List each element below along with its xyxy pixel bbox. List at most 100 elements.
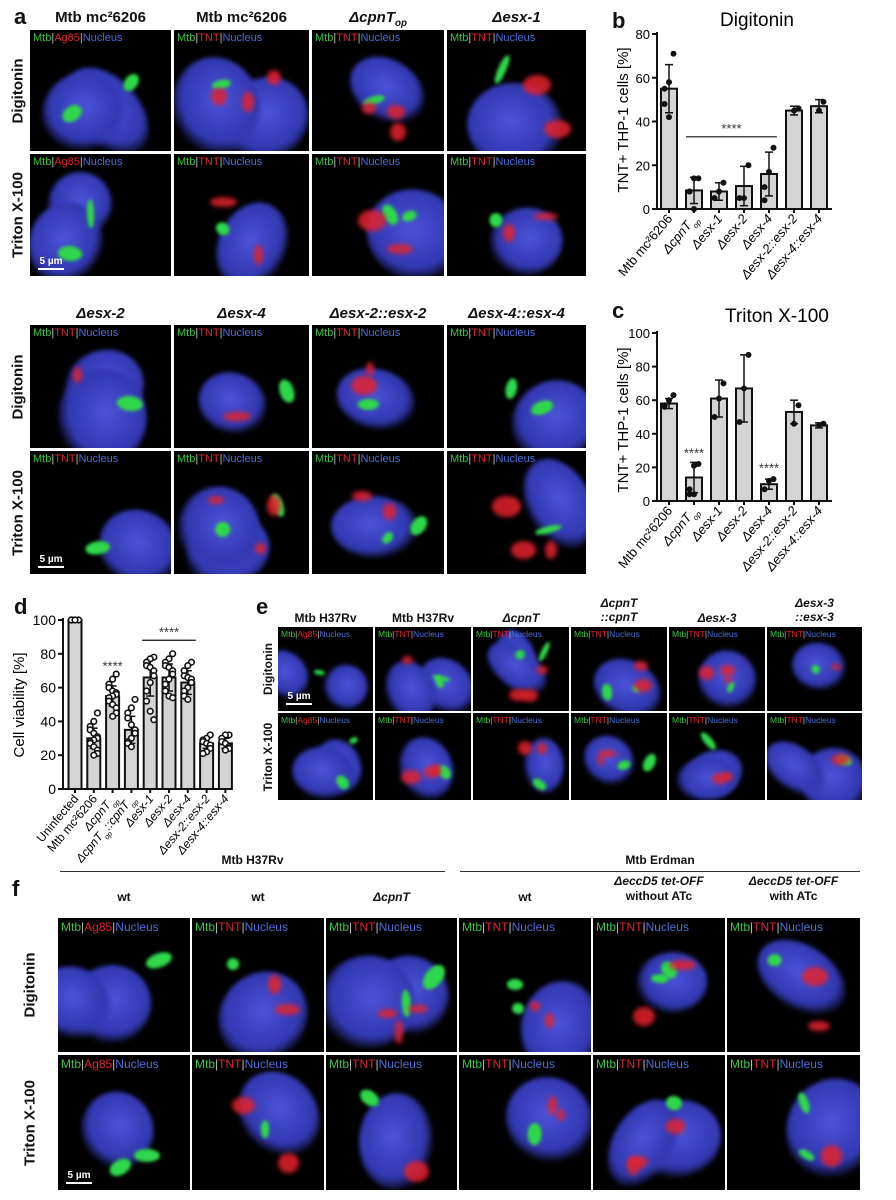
panel-a-column-title: Δesx-2::esx-2 bbox=[312, 306, 444, 321]
data-point bbox=[221, 731, 229, 739]
bar bbox=[785, 109, 803, 210]
y-tick-label: 60 bbox=[40, 680, 56, 696]
tnt-red-signal bbox=[548, 1096, 558, 1116]
label-part: Uninfected bbox=[34, 792, 82, 845]
data-point bbox=[695, 461, 702, 468]
data-point bbox=[71, 616, 79, 624]
data-point bbox=[820, 420, 827, 427]
channel-mtb: Mtb bbox=[476, 629, 491, 639]
panel-f-image-triton-5: Mtb|TNT|Nucleus bbox=[593, 1055, 725, 1190]
channel-legend: Mtb|TNT|Nucleus bbox=[315, 327, 400, 339]
data-point bbox=[131, 729, 139, 737]
data-point bbox=[108, 712, 117, 720]
data-point bbox=[86, 739, 94, 747]
channel-mtb: Mtb bbox=[177, 32, 196, 44]
channel-nucleus: Nucleus bbox=[222, 32, 263, 44]
channel-mtb: Mtb bbox=[476, 715, 491, 725]
bar bbox=[735, 387, 753, 502]
channel-tnt: TNT bbox=[198, 327, 220, 339]
channel-tnt: TNT bbox=[492, 715, 509, 725]
channel-separator: | bbox=[195, 453, 199, 465]
data-point bbox=[199, 749, 207, 758]
channel-legend: Mtb|TNT|Nucleus bbox=[450, 453, 535, 465]
data-point bbox=[150, 667, 158, 675]
title-part: Mtb mc²6206 bbox=[196, 9, 287, 26]
data-point bbox=[199, 738, 207, 746]
channel-tnt: TNT bbox=[471, 453, 493, 465]
channel-tnt: TNT bbox=[471, 156, 493, 168]
x-tick-label: Δesx-1 bbox=[687, 211, 725, 252]
channel-separator: | bbox=[333, 156, 337, 168]
channel-separator: | bbox=[492, 453, 496, 465]
bar bbox=[810, 105, 828, 210]
chart-title: Digitonin bbox=[720, 10, 794, 31]
bar bbox=[67, 619, 83, 790]
channel-nucleus: Nucleus bbox=[779, 920, 823, 934]
panel-f-column-title: wt bbox=[459, 890, 591, 905]
title-line-1: Δesx-3 bbox=[795, 596, 834, 610]
panel-a-bottom-image-digitonin-1: Mtb|TNT|Nucleus bbox=[30, 325, 171, 448]
title-line-1: ΔeccD5 tet-OFF bbox=[748, 874, 839, 888]
channel-legend: Mtb|TNT|Nucleus bbox=[378, 629, 444, 639]
panel-e-image-digitonin-1: Mtb|Ag85|Nucleus 5 µm bbox=[278, 627, 373, 711]
x-tick-label: Δesx-4::esx-4 bbox=[762, 211, 825, 282]
channel-separator: | bbox=[219, 32, 223, 44]
channel-separator: | bbox=[75, 453, 79, 465]
bar bbox=[685, 476, 703, 503]
data-point bbox=[127, 704, 135, 712]
channel-tnt: TNT bbox=[218, 1057, 242, 1071]
title-part: Mtb mc²6206 bbox=[55, 9, 146, 26]
data-point bbox=[666, 114, 672, 121]
data-point bbox=[691, 175, 697, 182]
channel-nucleus: Nucleus bbox=[645, 920, 689, 934]
channel-nucleus: Nucleus bbox=[511, 1057, 555, 1071]
tnt-red-signal bbox=[529, 1000, 541, 1011]
panel-e-row-label-triton: Triton X-100 bbox=[261, 722, 275, 791]
mtb-green-signal bbox=[504, 377, 520, 401]
channel-legend: Mtb|Ag85|Nucleus bbox=[61, 920, 159, 934]
channel-separator: | bbox=[215, 1057, 219, 1071]
channel-nucleus: Nucleus bbox=[511, 715, 542, 725]
bar bbox=[710, 190, 728, 210]
nucleus-blob bbox=[574, 726, 645, 796]
tnt-red-signal bbox=[209, 197, 237, 207]
channel-legend: Mtb|TNT|Nucleus bbox=[315, 453, 400, 465]
channel-separator: | bbox=[79, 156, 83, 168]
label-part: Δesx-2 bbox=[712, 503, 751, 545]
data-point bbox=[820, 98, 827, 105]
channel-separator: | bbox=[686, 629, 689, 639]
data-point bbox=[169, 667, 177, 675]
channel-legend: Mtb|TNT|Nucleus bbox=[672, 629, 738, 639]
x-tick-label: Mtb mc²6206 bbox=[615, 503, 675, 571]
channel-separator: | bbox=[686, 715, 689, 725]
tnt-red-signal bbox=[600, 749, 616, 758]
panel-a-bottom-row-label-triton: Triton X-100 bbox=[9, 469, 27, 556]
channel-tnt: TNT bbox=[336, 156, 358, 168]
data-point bbox=[108, 687, 117, 695]
panel-e-column-title: Δesx-3 bbox=[669, 611, 765, 625]
tnt-red-signal bbox=[830, 663, 841, 670]
x-tick-label: Δesx-2::esx-2 bbox=[737, 211, 801, 283]
title-line-1: Mtb H37Rv bbox=[294, 611, 357, 625]
tnt-red-signal bbox=[534, 212, 559, 221]
channel-tnt: TNT bbox=[198, 156, 220, 168]
y-axis-label: Cell viability [%] bbox=[11, 652, 28, 757]
panel-a-bottom-image-digitonin-4: Mtb|TNT|Nucleus bbox=[447, 325, 586, 448]
channel-separator: | bbox=[241, 920, 245, 934]
data-point bbox=[71, 616, 79, 624]
channel-mtb: Mtb bbox=[315, 32, 334, 44]
panel-a-bottom-image-digitonin-3: Mtb|TNT|Nucleus bbox=[312, 325, 444, 448]
channel-tnt: TNT bbox=[218, 920, 242, 934]
channel-separator: | bbox=[317, 715, 320, 725]
channel-legend: Mtb|TNT|Nucleus bbox=[450, 32, 535, 44]
nucleus-blob bbox=[634, 950, 710, 1015]
channel-ag85: Ag85 bbox=[54, 156, 80, 168]
panel-a-column-title: Δesx-2 bbox=[30, 306, 171, 321]
channel-legend: Mtb|TNT|Nucleus bbox=[476, 629, 542, 639]
tnt-red-signal bbox=[633, 1006, 655, 1026]
channel-tnt: TNT bbox=[485, 920, 509, 934]
tnt-red-signal bbox=[633, 678, 653, 693]
bar bbox=[760, 173, 778, 210]
x-tick-label: Δesx-2::esx-2 bbox=[154, 792, 213, 858]
tnt-red-signal bbox=[407, 1004, 428, 1013]
